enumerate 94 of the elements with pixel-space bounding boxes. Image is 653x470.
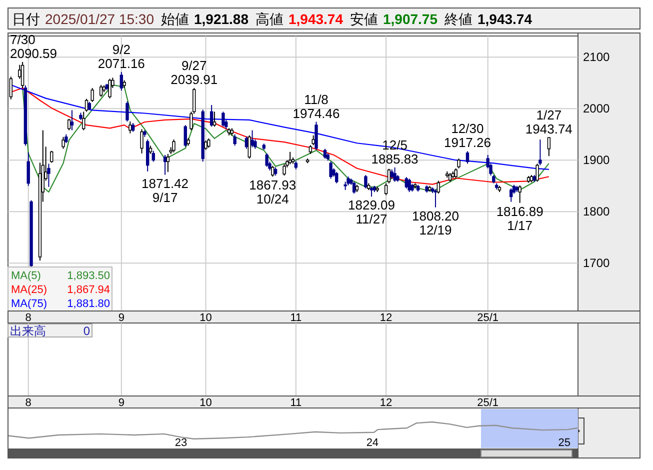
- candlestick: [233, 134, 236, 146]
- x-tick-label: 25: [558, 437, 570, 449]
- candlestick: [26, 152, 30, 186]
- legend: MA(5) 1,893.50 MA(25) 1,867.94 MA(75) 1,881.80: [8, 266, 112, 312]
- x-tick-label: 23: [174, 437, 188, 449]
- candlestick: [393, 166, 396, 182]
- x-tick-label: 24: [366, 437, 379, 449]
- candlestick: [329, 161, 332, 180]
- y-tick-label: 1800: [583, 204, 610, 219]
- candlestick: [210, 104, 214, 128]
- candlestick: [84, 98, 88, 112]
- candlestick: [434, 188, 438, 208]
- candlestick: [323, 148, 327, 160]
- candlestick: [82, 111, 86, 131]
- annotation: 1,893.50: [67, 270, 110, 282]
- x-tick-label: 10: [200, 312, 212, 324]
- candlestick: [152, 150, 156, 162]
- annotation: 1829.09 11/27: [348, 198, 396, 227]
- candlestick: [370, 186, 374, 198]
- candlestick: [108, 78, 112, 99]
- candlestick: [70, 110, 74, 131]
- candlestick: [288, 151, 292, 165]
- y-tick-label: 2100: [583, 50, 610, 64]
- candlestick: [90, 88, 94, 102]
- candlestick: [454, 168, 458, 179]
- candlestick: [204, 140, 208, 150]
- candlestick: [364, 174, 368, 189]
- candlestick: [166, 153, 170, 172]
- candlestick: [265, 152, 268, 168]
- candlestick: [510, 188, 513, 202]
- candlestick: [140, 128, 144, 154]
- text: 11: [290, 397, 302, 409]
- candlestick: [67, 118, 71, 131]
- x-tick-label: 11: [290, 312, 302, 324]
- candlestick: [384, 182, 388, 196]
- candlestick: [62, 136, 65, 150]
- annotation: 11/8 1974.46: [292, 92, 340, 121]
- candlestick: [547, 137, 551, 157]
- candlestick: [244, 136, 248, 150]
- candlestick: [120, 71, 124, 92]
- candlestick: [282, 164, 286, 176]
- candlestick: [536, 163, 539, 182]
- candlestick: [387, 168, 391, 184]
- candlestick: [146, 139, 150, 172]
- candlestick: [128, 120, 132, 134]
- candlestick: [207, 138, 210, 148]
- candlestick: [335, 171, 338, 184]
- text: 出来高: [10, 324, 46, 338]
- text: 0: [83, 324, 90, 338]
- x-tick-label: 12: [380, 312, 392, 324]
- candlestick: [47, 163, 50, 188]
- annotation: 7/30 2090.59: [10, 32, 57, 61]
- annotation: 1871.42 9/17: [142, 176, 189, 205]
- y-tick-label: 1700: [583, 256, 610, 270]
- x-tick-label: 8: [25, 312, 32, 324]
- candlestick: [126, 100, 129, 122]
- y-tick-label: 1900: [583, 153, 610, 168]
- candlestick: [352, 181, 356, 194]
- annotation: 1816.89 1/17: [496, 204, 544, 233]
- candlestick: [184, 124, 187, 148]
- text: 25/1: [477, 397, 499, 409]
- candlestick: [248, 134, 251, 160]
- candlestick: [538, 139, 542, 166]
- annotation: 9/27 2039.91: [170, 58, 218, 88]
- annotation: 1/27 1943.74: [525, 108, 572, 137]
- candlestick: [20, 61, 24, 89]
- candlestick: [518, 184, 522, 204]
- annotation: 1,867.94: [67, 284, 110, 296]
- x-tick-label: 25/1: [477, 312, 499, 324]
- annotation: 1808.20 12/19: [412, 208, 459, 238]
- candlestick: [222, 111, 225, 128]
- candlestick: [212, 111, 216, 128]
- x-tick-label: 9: [118, 312, 124, 324]
- candlestick: [50, 150, 54, 164]
- annotation: 9/2 2071.16: [98, 42, 145, 71]
- candlestick: [172, 139, 176, 153]
- text: 12: [380, 397, 392, 409]
- annotation: 12/30 1917.26: [444, 121, 491, 150]
- candlestick: [163, 154, 167, 176]
- y-tick-label: 2000: [583, 102, 610, 116]
- text: 10: [200, 397, 212, 409]
- candlestick: [250, 130, 254, 148]
- annotation: 1,881.80: [67, 298, 110, 310]
- annotation: 1867.93 10/24: [249, 178, 296, 207]
- candlestick: [408, 178, 411, 193]
- text: 8: [25, 397, 32, 409]
- candlestick: [99, 84, 103, 98]
- candlestick: [314, 121, 318, 150]
- candlestick: [436, 180, 440, 194]
- header: 日付 2025/01/27 15:30 始値 1,921.88 高値 1,943.74 安値 1,907.75 終値 1,943.74: [8, 8, 640, 30]
- text: 9: [118, 397, 124, 409]
- candlestick: [466, 150, 470, 164]
- candlestick: [457, 158, 460, 169]
- candlestick: [271, 165, 274, 178]
